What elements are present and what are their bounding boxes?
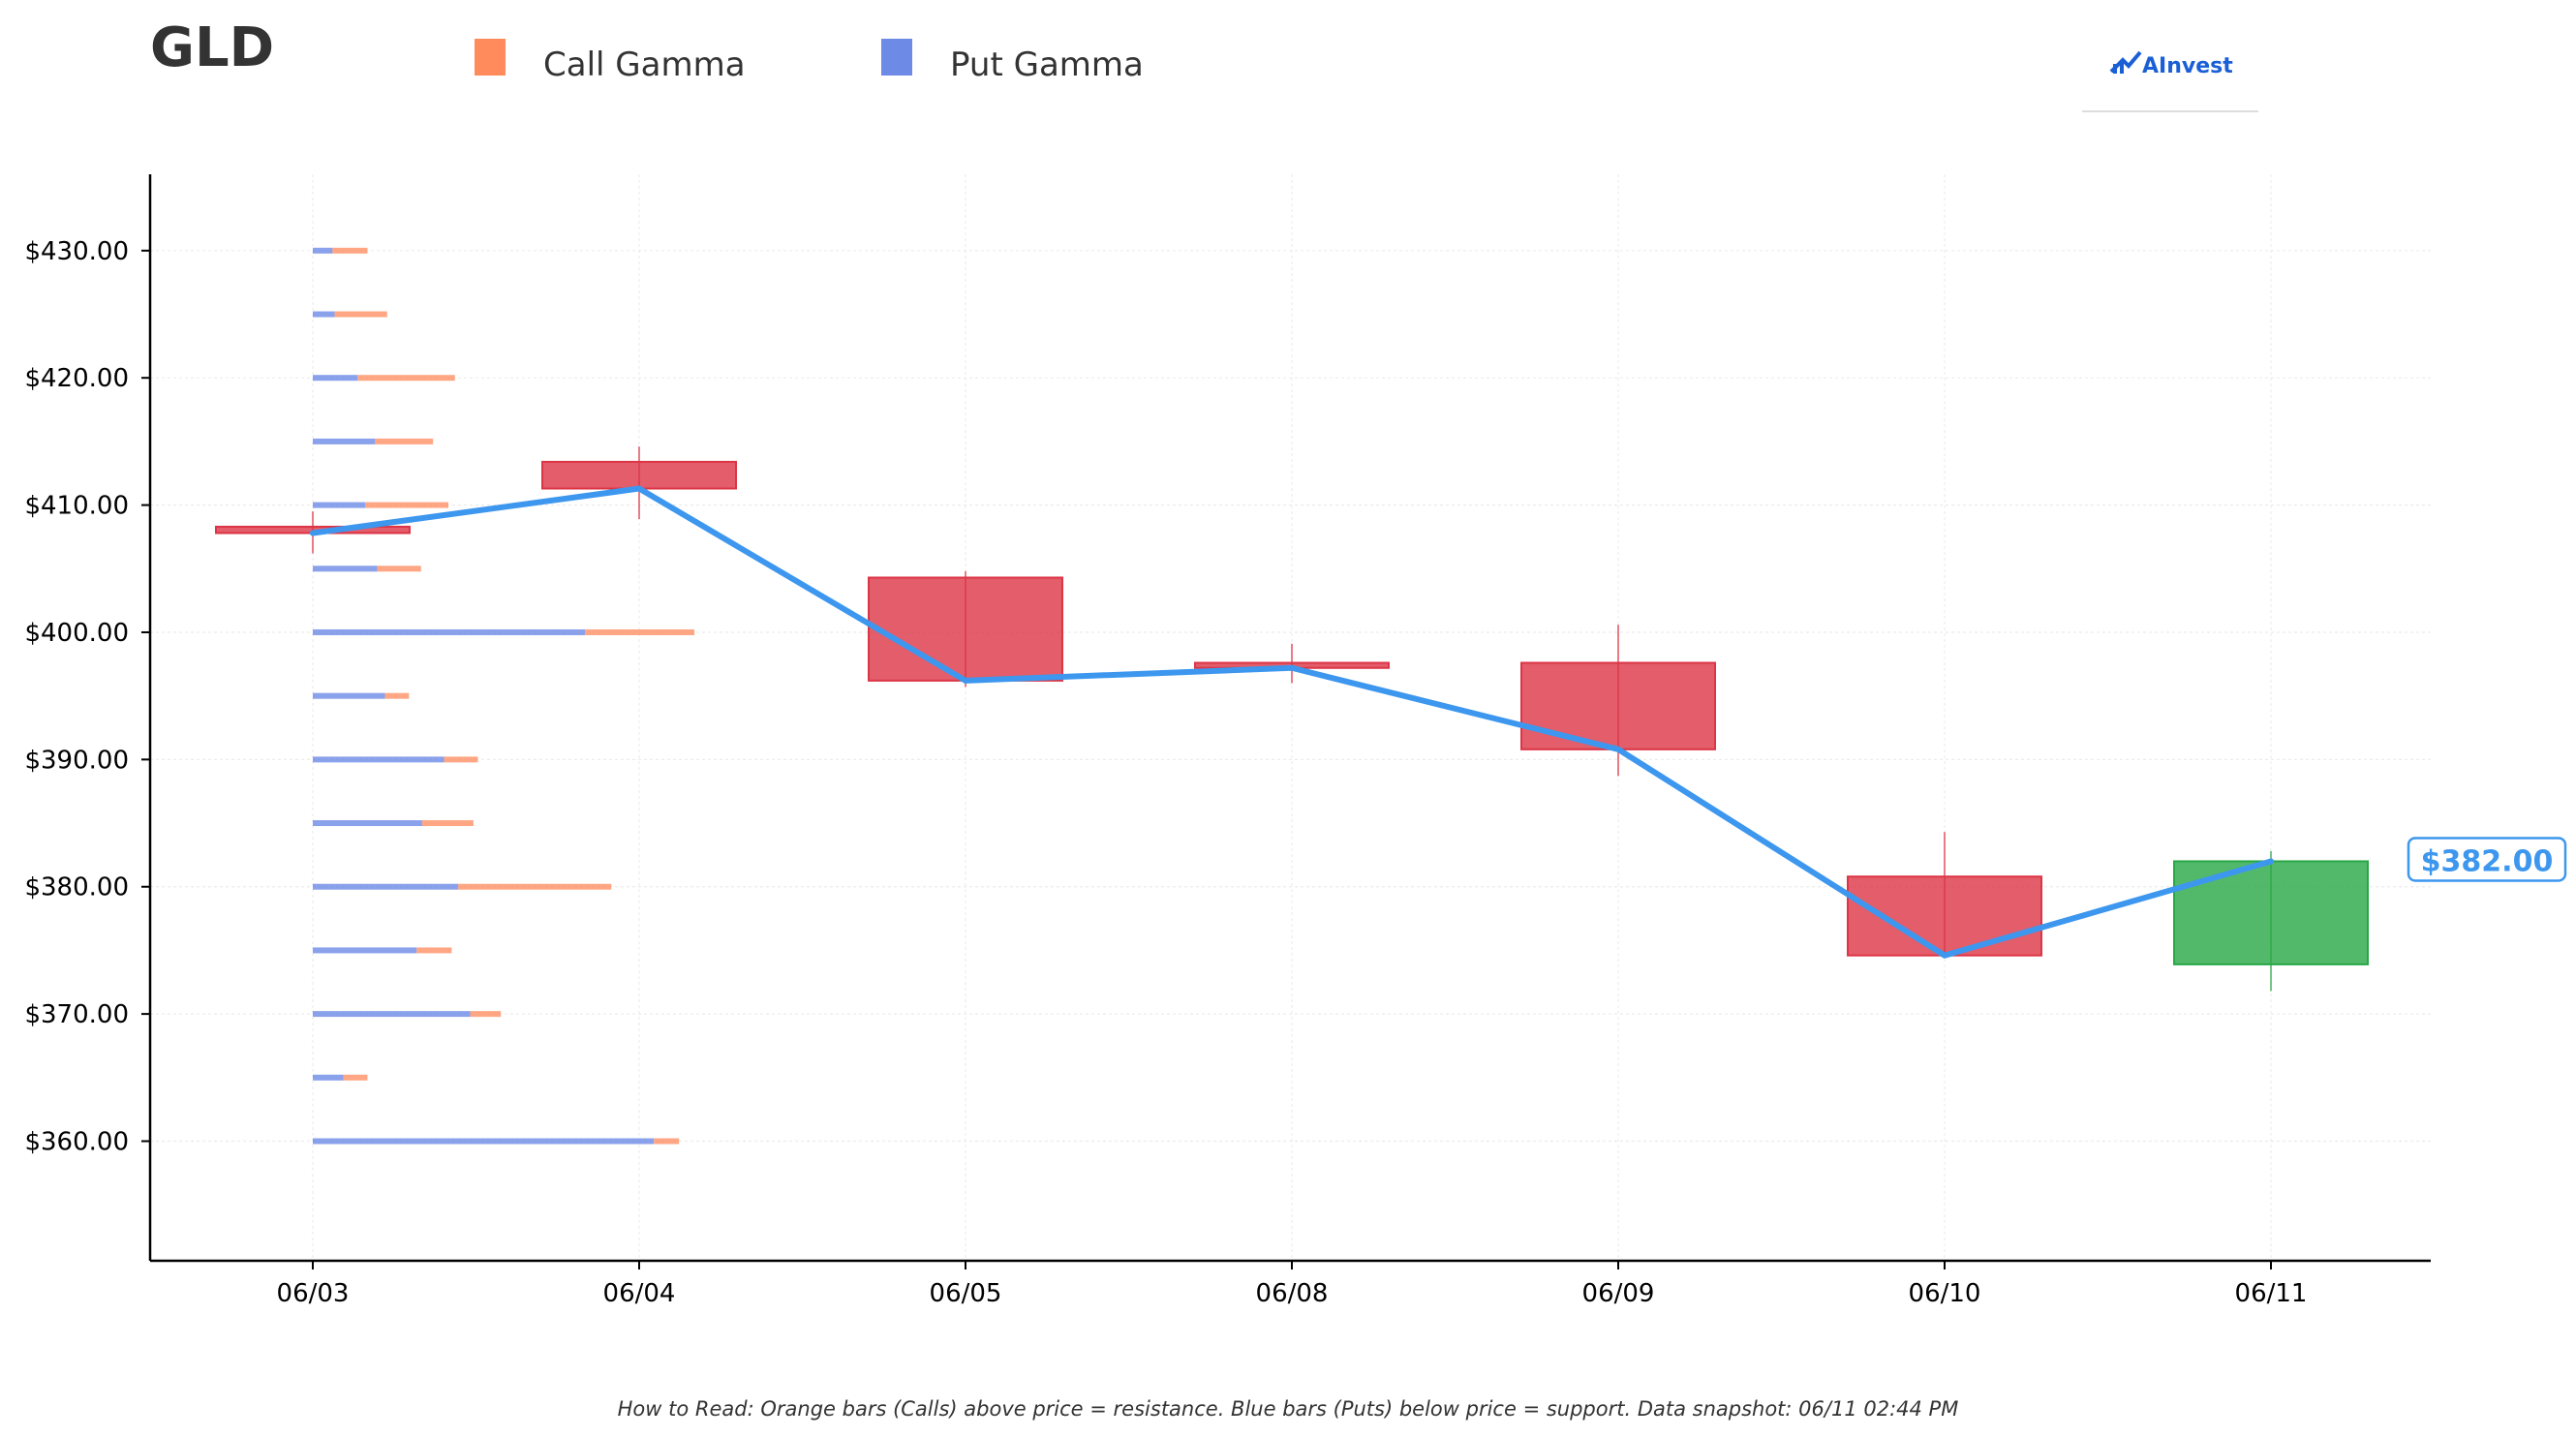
gamma-bars xyxy=(313,247,695,1145)
x-tick-label: 06/10 xyxy=(1909,1279,1981,1308)
put-gamma-bar xyxy=(313,883,459,890)
grid xyxy=(150,174,2431,1261)
put-gamma-bar xyxy=(313,628,586,635)
call-gamma-bar xyxy=(470,1011,502,1018)
legend-label-put: Put Gamma xyxy=(950,46,1144,84)
call-gamma-bar xyxy=(357,375,455,382)
close-price-point xyxy=(963,677,968,684)
logo-chart-icon xyxy=(2109,50,2142,74)
call-gamma-bar xyxy=(377,566,421,572)
candle-body xyxy=(541,460,737,490)
call-gamma-bar xyxy=(458,883,612,890)
call-gamma-bar xyxy=(444,756,478,763)
y-tick-label: $430.00 xyxy=(24,237,129,266)
call-gamma-bar xyxy=(375,438,434,444)
put-gamma-bar xyxy=(313,375,358,382)
candle-body xyxy=(868,576,1063,682)
y-tick-label: $410.00 xyxy=(24,492,129,521)
call-gamma-bar xyxy=(343,1074,368,1081)
call-gamma-bar xyxy=(332,247,368,254)
close-price-point xyxy=(1942,952,1947,959)
footnote: How to Read: Orange bars (Calls) above p… xyxy=(618,1397,1959,1421)
put-gamma-bar xyxy=(313,311,335,318)
put-gamma-bar xyxy=(313,502,366,508)
current-price-label: $382.00 xyxy=(2421,844,2554,878)
call-gamma-bar xyxy=(384,692,410,699)
candle-body xyxy=(2173,860,2369,965)
y-tick-label: $420.00 xyxy=(24,364,129,393)
close-price-point xyxy=(636,485,642,492)
current-price-box xyxy=(2407,837,2567,882)
logo: AInvest xyxy=(2082,50,2258,112)
put-gamma-bar xyxy=(313,1138,655,1145)
y-tick-label: $380.00 xyxy=(24,873,129,902)
call-gamma-bar xyxy=(654,1138,680,1145)
put-gamma-bar xyxy=(313,820,422,827)
close-price-point xyxy=(310,530,316,536)
x-ticks: 06/03 06/04 06/05 06/08 06/09 06/10 06/11 xyxy=(277,1261,2308,1308)
close-line-layer xyxy=(310,485,2274,959)
current-price-marker: $382.00 xyxy=(2407,837,2567,882)
x-tick-label: 06/04 xyxy=(603,1279,676,1308)
logo-text: AInvest xyxy=(2142,54,2233,78)
put-gamma-bar xyxy=(313,247,333,254)
y-tick-label: $360.00 xyxy=(24,1128,129,1157)
put-gamma-bar xyxy=(313,1011,471,1018)
put-gamma-bar xyxy=(313,1074,344,1081)
put-gamma-bar xyxy=(313,566,378,572)
candles xyxy=(215,446,2369,992)
call-gamma-bar xyxy=(334,311,387,318)
x-tick-label: 06/09 xyxy=(1582,1279,1655,1308)
axes xyxy=(148,174,2431,1263)
close-price-point xyxy=(1289,664,1295,671)
legend-label-call: Call Gamma xyxy=(543,46,746,84)
put-gamma-bar xyxy=(313,438,376,444)
put-gamma-bar xyxy=(313,692,385,699)
legend-swatch-put xyxy=(881,39,912,76)
y-ticks: $360.00 $370.00 $380.00 $390.00 $400.00 $410.… xyxy=(24,237,150,1157)
put-gamma-bar xyxy=(313,947,417,954)
x-tick-label: 06/08 xyxy=(1256,1279,1329,1308)
call-gamma-bar xyxy=(421,820,474,827)
close-price-point xyxy=(2268,858,2274,865)
call-gamma-bar xyxy=(365,502,448,508)
chart-title: GLD xyxy=(150,16,274,79)
x-tick-label: 06/03 xyxy=(277,1279,350,1308)
call-gamma-bar xyxy=(416,947,452,954)
y-tick-label: $400.00 xyxy=(24,619,129,648)
call-gamma-bar xyxy=(585,628,695,635)
x-tick-label: 06/11 xyxy=(2235,1279,2308,1308)
y-tick-label: $370.00 xyxy=(24,1000,129,1029)
close-price-point xyxy=(1615,746,1621,752)
put-gamma-bar xyxy=(313,756,445,763)
y-tick-label: $390.00 xyxy=(24,746,129,775)
legend: Call Gamma Put Gamma xyxy=(475,39,1144,84)
legend-swatch-call xyxy=(475,39,506,76)
x-tick-label: 06/05 xyxy=(930,1279,1002,1308)
candle-body xyxy=(1520,661,1716,750)
